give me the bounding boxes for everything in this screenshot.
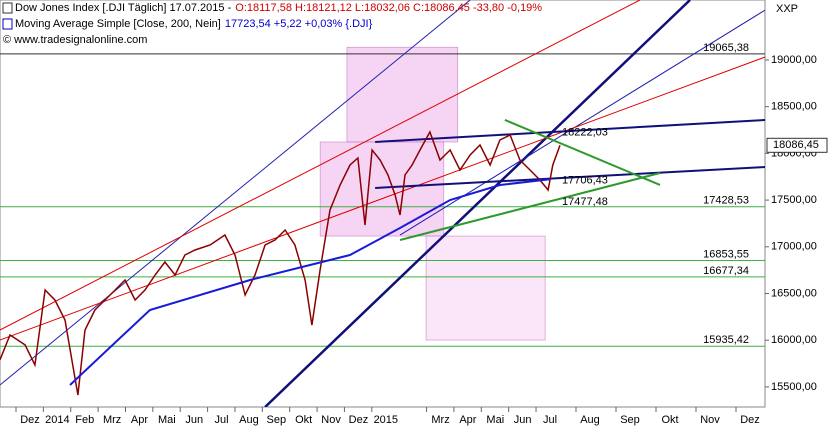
x-tick-label: Jul [543, 414, 557, 426]
x-tick-label: Mai [158, 414, 176, 426]
x-tick-label: Mai [486, 414, 504, 426]
header-detail: 17723,54 +5,22 +0,03% {.DJI} [225, 18, 373, 30]
plot [0, 0, 765, 407]
corner-label: XXP [776, 3, 798, 15]
trendline [375, 118, 765, 143]
trendline [0, 56, 765, 341]
x-tick-label: 2015 [374, 414, 398, 426]
price-marker [766, 137, 828, 153]
x-tick-label: Jun [185, 414, 203, 426]
x-tick-label: Okt [661, 414, 678, 426]
header-text: Moving Average Simple [Close, 200, Nein] [15, 18, 221, 30]
header-line: Dow Jones Index [.DJI Täglich] 17.07.201… [15, 2, 542, 14]
price-marker-label: 18086,45 [773, 139, 819, 151]
x-tick-label: Aug [239, 414, 259, 426]
trendline [504, 119, 661, 186]
x-tick-label: Sep [267, 414, 287, 426]
x-tick-label: Mrz [103, 414, 121, 426]
y-tick-label: 18500,00 [771, 101, 817, 113]
x-tick-label: Jun [514, 414, 532, 426]
level-label: 16677,34 [703, 265, 749, 277]
y-tick-label: 19000,00 [771, 54, 817, 66]
x-tick-label: Okt [295, 414, 312, 426]
x-tick-label: Mrz [431, 414, 449, 426]
level-label: 15935,42 [703, 334, 749, 346]
header-text: Dow Jones Index [.DJI Täglich] 17.07.201… [15, 2, 232, 14]
y-tick-label: 16500,00 [771, 287, 817, 299]
trendline [375, 166, 765, 189]
x-tick-label: 2014 [45, 414, 69, 426]
annotation: 17477,48 [562, 196, 608, 208]
x-tick-label: Dez [349, 414, 369, 426]
x-tick-label: Dez [740, 414, 760, 426]
y-tick-label: 15500,00 [771, 381, 817, 393]
x-tick-label: Aug [580, 414, 600, 426]
trendline [399, 172, 661, 241]
axes: 15500,00 16000,00 16500,00 17000,00 17500,00… [15, 42, 828, 426]
series-line [0, 130, 561, 396]
copyright: © www.tradesignalonline.com [3, 34, 147, 46]
level-label: 17428,53 [703, 195, 749, 207]
x-tick-label: Apr [131, 414, 148, 426]
header: Dow Jones Index [.DJI Täglich] 17.07.201… [2, 2, 798, 46]
y-tick-label: 17500,00 [771, 194, 817, 206]
header-line: Moving Average Simple [Close, 200, Nein]… [15, 18, 373, 30]
x-tick-label: Jul [215, 414, 229, 426]
header-icon [2, 2, 13, 14]
x-tick-label: Nov [700, 414, 720, 426]
x-tick-label: Apr [459, 414, 476, 426]
trendline [0, 0, 471, 386]
y-tick-label: 16000,00 [771, 334, 817, 346]
trendline [0, 0, 641, 331]
zone [346, 46, 459, 143]
x-tick-label: Dez [20, 414, 40, 426]
x-tick-label: Nov [321, 414, 341, 426]
zone [425, 235, 546, 341]
x-tick-label: Feb [75, 414, 94, 426]
annotation: 18222,03 [562, 127, 608, 139]
y-tick-label: 17000,00 [771, 241, 817, 253]
header-detail: O:18117,58 H:18121,12 L:18032,06 C:18086… [235, 2, 542, 14]
trendline [264, 0, 691, 407]
header-icon [2, 18, 13, 30]
level-label: 19065,38 [703, 42, 749, 54]
series-line [69, 178, 551, 386]
x-tick-label: Sep [620, 414, 640, 426]
annotation: 17706,43 [562, 175, 608, 187]
level-label: 16853,55 [703, 248, 749, 260]
